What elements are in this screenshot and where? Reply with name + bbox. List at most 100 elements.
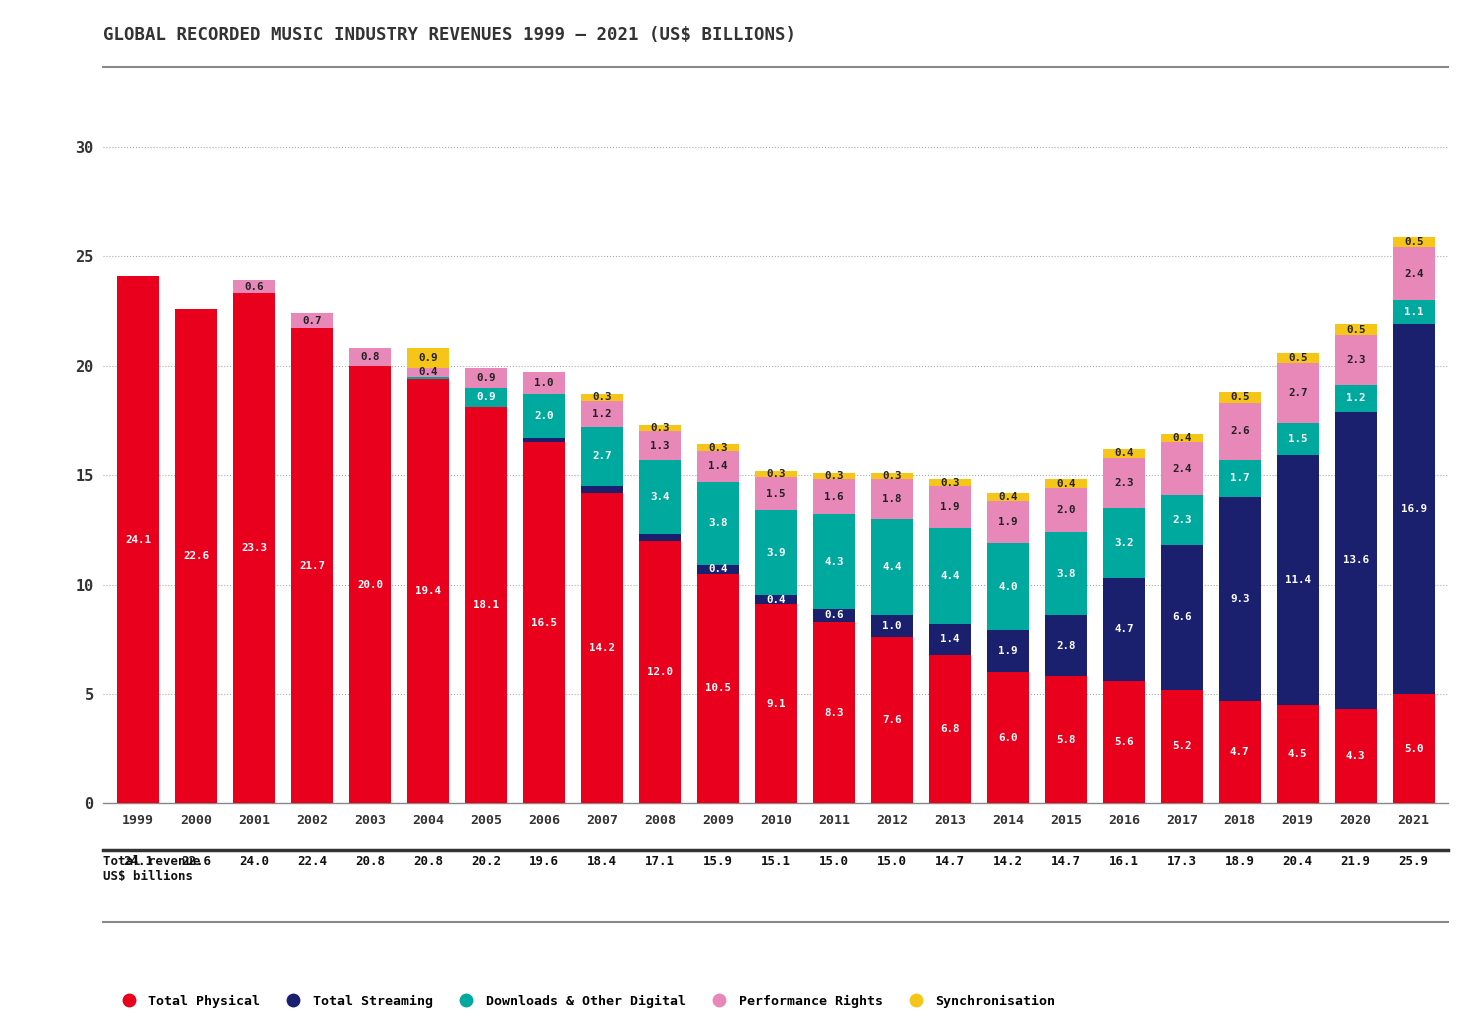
Text: 2.0: 2.0 <box>1057 505 1076 515</box>
Bar <box>755 605 797 803</box>
Bar <box>1103 449 1144 457</box>
Text: 0.3: 0.3 <box>882 471 902 481</box>
Bar <box>1160 442 1203 494</box>
Text: 20.4: 20.4 <box>1283 855 1312 868</box>
Text: 4.7: 4.7 <box>1230 747 1249 757</box>
Bar <box>755 477 797 510</box>
Bar <box>291 329 333 803</box>
Bar <box>698 445 739 451</box>
Text: 21.7: 21.7 <box>299 561 325 571</box>
Text: 15.0: 15.0 <box>876 855 907 868</box>
Text: 0.4: 0.4 <box>766 595 786 605</box>
Bar <box>930 486 971 527</box>
Bar <box>581 401 622 427</box>
Bar <box>1160 545 1203 690</box>
Bar <box>1160 690 1203 803</box>
Text: 0.6: 0.6 <box>244 282 265 291</box>
Bar <box>466 368 507 387</box>
Text: 1.7: 1.7 <box>1230 474 1249 483</box>
Bar <box>117 276 160 803</box>
Text: 23.3: 23.3 <box>241 544 268 553</box>
Text: 1.2: 1.2 <box>1346 393 1366 404</box>
Text: 20.8: 20.8 <box>355 855 386 868</box>
Text: 0.3: 0.3 <box>825 471 844 481</box>
Bar <box>1160 434 1203 442</box>
Bar <box>698 482 739 564</box>
Bar <box>813 609 854 622</box>
Bar <box>1160 494 1203 545</box>
Bar <box>1392 694 1435 803</box>
Bar <box>987 492 1029 502</box>
Text: 14.7: 14.7 <box>1051 855 1080 868</box>
Bar <box>1103 457 1144 508</box>
Text: 18.1: 18.1 <box>473 600 500 611</box>
Text: 9.3: 9.3 <box>1230 593 1249 604</box>
Bar <box>581 427 622 486</box>
Text: 0.9: 0.9 <box>418 353 437 363</box>
Text: 2.4: 2.4 <box>1404 269 1423 279</box>
Bar <box>755 471 797 477</box>
Bar <box>1103 681 1144 803</box>
Text: 2.7: 2.7 <box>1287 388 1308 398</box>
Text: 0.8: 0.8 <box>361 352 380 362</box>
Bar <box>871 519 913 615</box>
Text: 14.2: 14.2 <box>993 855 1023 868</box>
Text: Total revenue
US$ billions: Total revenue US$ billions <box>103 855 201 883</box>
Bar <box>638 424 681 432</box>
Bar <box>1219 496 1261 700</box>
Text: 0.4: 0.4 <box>1114 448 1134 458</box>
Bar <box>466 407 507 803</box>
Text: 1.1: 1.1 <box>1404 307 1423 317</box>
Text: 1.5: 1.5 <box>766 488 786 499</box>
Text: 0.5: 0.5 <box>1230 392 1249 403</box>
Bar <box>1335 324 1376 335</box>
Bar <box>234 280 275 294</box>
Text: 9.1: 9.1 <box>766 698 786 709</box>
Bar <box>1045 677 1086 803</box>
Bar <box>1392 324 1435 694</box>
Text: 24.1: 24.1 <box>123 855 154 868</box>
Text: 5.0: 5.0 <box>1404 744 1423 754</box>
Bar <box>1335 412 1376 710</box>
Text: 19.6: 19.6 <box>529 855 559 868</box>
Legend: Total Physical, Total Streaming, Downloads & Other Digital, Performance Rights, : Total Physical, Total Streaming, Downloa… <box>109 990 1061 1014</box>
Text: 3.9: 3.9 <box>766 548 786 558</box>
Bar <box>930 624 971 655</box>
Text: 1.5: 1.5 <box>1287 434 1308 444</box>
Text: 15.1: 15.1 <box>761 855 791 868</box>
Text: 1.0: 1.0 <box>882 621 902 631</box>
Bar <box>1277 364 1318 422</box>
Text: 0.4: 0.4 <box>1057 479 1076 489</box>
Bar <box>1335 710 1376 803</box>
Bar <box>1277 422 1318 455</box>
Text: 20.0: 20.0 <box>358 580 383 589</box>
Bar <box>987 630 1029 673</box>
Text: 3.8: 3.8 <box>708 518 727 528</box>
Text: 0.4: 0.4 <box>1172 433 1191 443</box>
Bar <box>1219 700 1261 803</box>
Bar <box>523 438 565 442</box>
Bar <box>638 432 681 459</box>
Text: 15.9: 15.9 <box>704 855 733 868</box>
Bar <box>638 541 681 803</box>
Bar <box>1219 403 1261 459</box>
Bar <box>1103 578 1144 681</box>
Text: 1.9: 1.9 <box>940 502 959 512</box>
Text: 22.4: 22.4 <box>297 855 327 868</box>
Text: 3.2: 3.2 <box>1114 538 1134 548</box>
Text: 0.3: 0.3 <box>940 478 959 488</box>
Text: 6.8: 6.8 <box>940 724 959 734</box>
Bar <box>813 515 854 609</box>
Text: 15.0: 15.0 <box>819 855 848 868</box>
Bar <box>871 473 913 480</box>
Text: 0.4: 0.4 <box>708 564 727 574</box>
Text: 1.4: 1.4 <box>940 634 959 644</box>
Text: 0.5: 0.5 <box>1346 324 1366 335</box>
Text: 16.5: 16.5 <box>531 618 557 628</box>
Bar <box>1277 705 1318 803</box>
Text: 4.7: 4.7 <box>1114 624 1134 634</box>
Bar <box>1219 391 1261 403</box>
Text: 14.2: 14.2 <box>590 643 615 653</box>
Text: 2.3: 2.3 <box>1172 515 1191 525</box>
Text: 2.0: 2.0 <box>535 411 554 421</box>
